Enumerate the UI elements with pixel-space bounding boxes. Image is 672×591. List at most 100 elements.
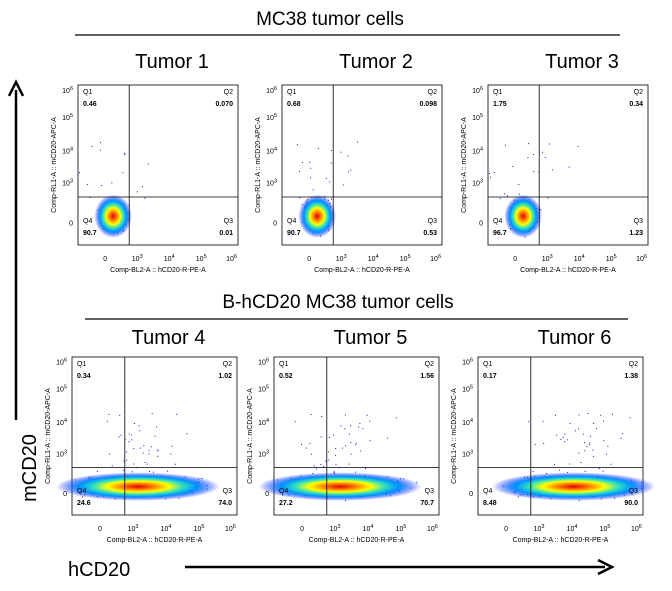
event-dot <box>140 447 142 449</box>
quadrant-name: Q4 <box>77 488 86 495</box>
event-dot <box>518 193 520 195</box>
event-dot <box>564 441 566 443</box>
x-tick-label: 103 <box>534 524 545 533</box>
y-tick-label: 105 <box>462 385 473 394</box>
event-dot <box>122 172 124 174</box>
event-dot <box>328 451 330 453</box>
event-dot <box>170 453 172 455</box>
event-dot <box>551 169 553 171</box>
event-dot <box>577 146 579 148</box>
x-tick-label: 105 <box>400 254 411 263</box>
event-dot <box>151 412 153 414</box>
x-tick-label: 106 <box>631 524 642 533</box>
event-dot <box>144 461 146 463</box>
tick-exponent: 6 <box>639 524 642 530</box>
tick-base: 10 <box>258 360 266 367</box>
event-dot <box>108 413 110 415</box>
quadrant-name: Q4 <box>483 488 492 495</box>
group-title: MC38 tumor cells <box>256 9 404 30</box>
event-dot <box>347 155 349 157</box>
event-dot <box>629 417 631 419</box>
event-dot <box>310 413 312 415</box>
event-dot <box>340 151 342 153</box>
event-dot <box>542 151 544 153</box>
tick-exponent: 6 <box>480 86 483 92</box>
event-dot <box>126 459 128 461</box>
event-dot <box>131 471 133 473</box>
tick-base: 10 <box>567 526 575 533</box>
tick-exponent: 4 <box>274 147 277 153</box>
tick-base: 10 <box>161 526 169 533</box>
plot <box>487 84 649 246</box>
quadrant-name: Q4 <box>279 488 288 495</box>
x-tick-label: 105 <box>606 254 617 263</box>
tick-base: 10 <box>336 256 344 263</box>
quadrant-percent: 0.070 <box>215 101 233 108</box>
y-tick-label: 106 <box>266 86 277 95</box>
event-dot <box>142 452 144 454</box>
event-dot <box>298 170 300 172</box>
x-axis-caption: Comp-BL2-A :: hCD20-R-PE-A <box>107 537 203 544</box>
tick-base: 10 <box>368 256 376 263</box>
event-dot <box>518 184 520 186</box>
quadrant-name: Q1 <box>77 361 86 368</box>
event-dot <box>578 428 580 430</box>
y-tick-label: 0 <box>69 221 73 228</box>
tick-exponent: 4 <box>376 254 379 260</box>
panel-title: Tumor 2 <box>339 51 413 73</box>
y-tick-label: 106 <box>56 358 67 367</box>
event-dot <box>166 470 168 472</box>
event-dot <box>320 436 322 438</box>
event-dot <box>329 181 331 183</box>
event-dot <box>366 414 368 416</box>
quadrant-percent: 0.68 <box>287 101 301 108</box>
event-dot <box>575 430 577 432</box>
event-dot <box>569 463 571 465</box>
tick-base: 10 <box>266 115 274 122</box>
tick-exponent: 4 <box>70 147 73 153</box>
x-tick-label: 0 <box>513 256 517 263</box>
event-dot <box>128 441 130 443</box>
tick-exponent: 6 <box>70 86 73 92</box>
event-dot <box>598 468 600 470</box>
tick-exponent: 6 <box>435 524 438 530</box>
tick-base: 10 <box>194 526 202 533</box>
event-dot <box>589 442 591 444</box>
event-dot <box>532 470 534 472</box>
y-tick-label: 0 <box>273 221 277 228</box>
tick-base: 10 <box>472 181 480 188</box>
event-dot <box>504 144 506 146</box>
tick-exponent: 3 <box>266 449 269 455</box>
event-dot <box>344 428 346 430</box>
event-dot <box>493 172 495 174</box>
y-tick-label: 0 <box>63 491 67 498</box>
tick-base: 10 <box>430 256 438 263</box>
event-dot <box>334 454 336 456</box>
event-dot <box>301 443 303 445</box>
event-dot <box>567 471 569 473</box>
event-dot <box>138 425 140 427</box>
x-axis-caption: Comp-BL2-A :: hCD20-R-PE-A <box>110 267 206 274</box>
panel-title: Tumor 6 <box>538 327 612 349</box>
event-dot <box>355 471 357 473</box>
quadrant-percent: 0.34 <box>77 373 91 380</box>
y-tick-label: 0 <box>479 221 483 228</box>
plot <box>77 84 239 246</box>
event-dot <box>342 184 344 186</box>
event-dot <box>567 439 569 441</box>
tick-base: 10 <box>472 149 480 156</box>
tick-base: 10 <box>330 526 338 533</box>
tick-exponent: 4 <box>582 254 585 260</box>
tick-exponent: 3 <box>274 179 277 185</box>
density <box>258 472 422 501</box>
y-tick-label: 105 <box>258 385 269 394</box>
quadrant-name: Q3 <box>425 488 434 495</box>
quadrant-name: Q2 <box>224 89 233 96</box>
tick-exponent: 5 <box>607 524 610 530</box>
event-dot <box>620 437 622 439</box>
tick-exponent: 3 <box>541 524 544 530</box>
y-tick-label: 106 <box>472 86 483 95</box>
tick-exponent: 5 <box>480 113 483 119</box>
plot <box>281 84 443 246</box>
tick-exponent: 5 <box>403 524 406 530</box>
